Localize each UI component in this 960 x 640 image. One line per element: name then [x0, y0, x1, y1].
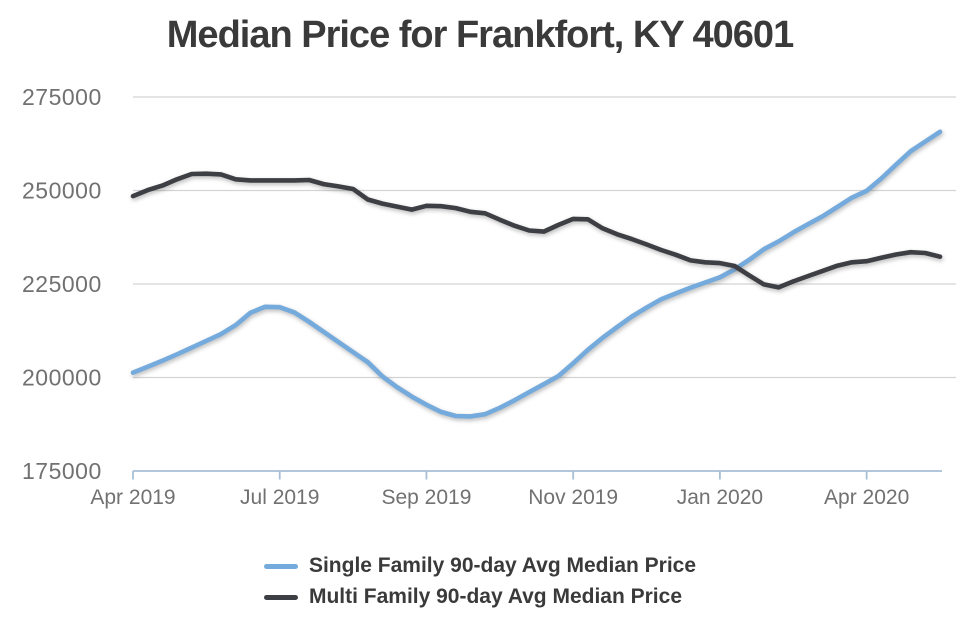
legend-item-multi-family: Multi Family 90-day Avg Median Price — [263, 584, 696, 610]
legend-swatch-single-family-icon — [263, 563, 298, 569]
y-axis-label: 275000 — [22, 84, 102, 110]
x-axis-label: Jan 2020 — [677, 486, 763, 509]
legend-label-multi-family: Multi Family 90-day Avg Median Price — [308, 585, 683, 608]
series-line-single-family — [130, 129, 943, 419]
x-axis-label: Apr 2019 — [90, 486, 175, 509]
x-axis-label: Jul 2019 — [240, 486, 319, 509]
legend-item-single-family: Single Family 90-day Avg Median Price — [263, 553, 697, 579]
y-axis-label: 225000 — [22, 271, 102, 297]
x-axis-label: Nov 2019 — [528, 486, 618, 509]
x-axis-label: Sep 2019 — [381, 486, 471, 509]
legend-swatch-multi-family-icon — [263, 594, 298, 600]
y-axis-label: 175000 — [22, 458, 102, 484]
chart-title: Median Price for Frankfort, KY 40601 — [166, 14, 794, 56]
price-chart: 175000 200000 225000 250000 275000 Apr 2019 Ju… — [22, 84, 956, 509]
legend: Single Family 90-day Avg Median Price Mu… — [0, 553, 960, 610]
y-axis-label: 200000 — [22, 365, 102, 391]
y-axis-label: 250000 — [22, 178, 102, 204]
series-line-multi-family — [130, 171, 943, 290]
legend-label-single-family: Single Family 90-day Avg Median Price — [308, 554, 697, 577]
x-axis-label: Apr 2020 — [824, 486, 909, 509]
